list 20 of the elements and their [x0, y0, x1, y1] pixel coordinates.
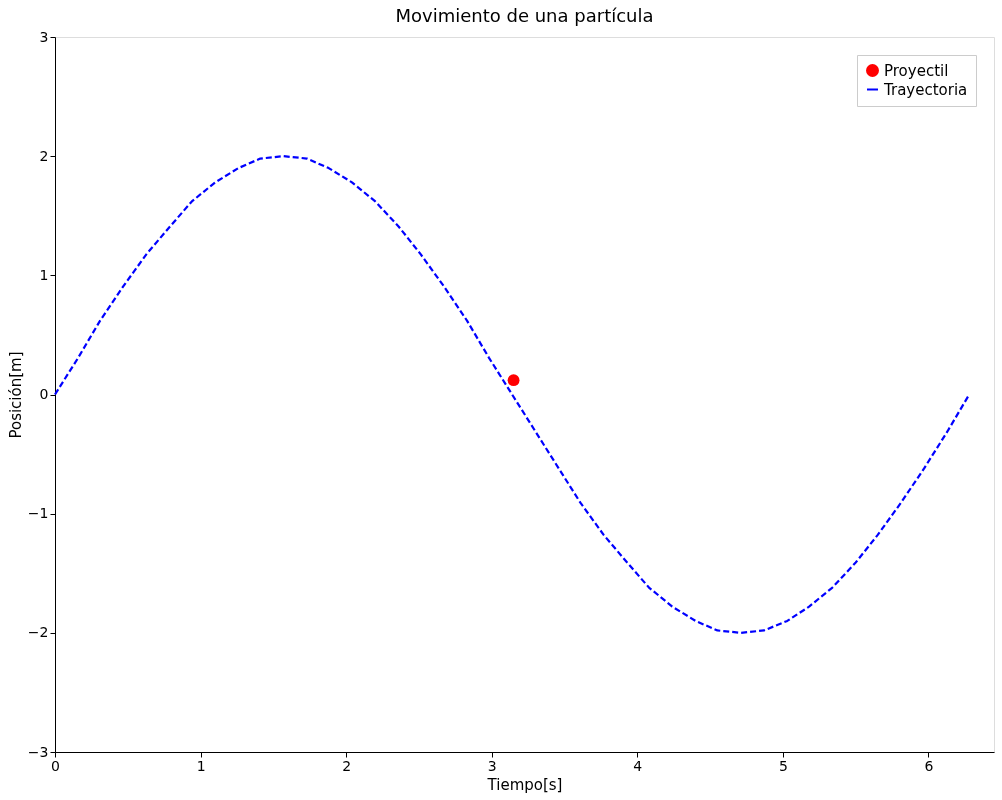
x-tick-label: 0 — [51, 757, 60, 774]
line-series — [53, 155, 971, 634]
legend-label: Proyectil — [884, 61, 949, 80]
x-tick-label: 4 — [633, 757, 643, 774]
x-tick-label: 3 — [487, 757, 497, 774]
legend-label: Trayectoria — [883, 80, 968, 99]
x-tick-label: 6 — [924, 757, 934, 774]
x-tick-label: 5 — [778, 757, 788, 774]
y-axis-title: Posición[m] — [6, 351, 25, 439]
chart-title: Movimiento de una partícula — [395, 5, 654, 26]
y-tick-label: −3 — [27, 743, 49, 760]
x-tick-label: 2 — [342, 757, 352, 774]
y-tick-label: −1 — [27, 505, 49, 522]
y-tick-label: 3 — [39, 28, 49, 45]
y-tick-label: −2 — [27, 624, 49, 641]
y-tick-label: 1 — [39, 266, 49, 283]
y-tick-label: 0 — [39, 386, 49, 402]
x-tick-label: 1 — [196, 757, 206, 774]
y-tick-label: 2 — [39, 147, 49, 164]
x-axis-title: Tiempo[s] — [486, 775, 563, 794]
